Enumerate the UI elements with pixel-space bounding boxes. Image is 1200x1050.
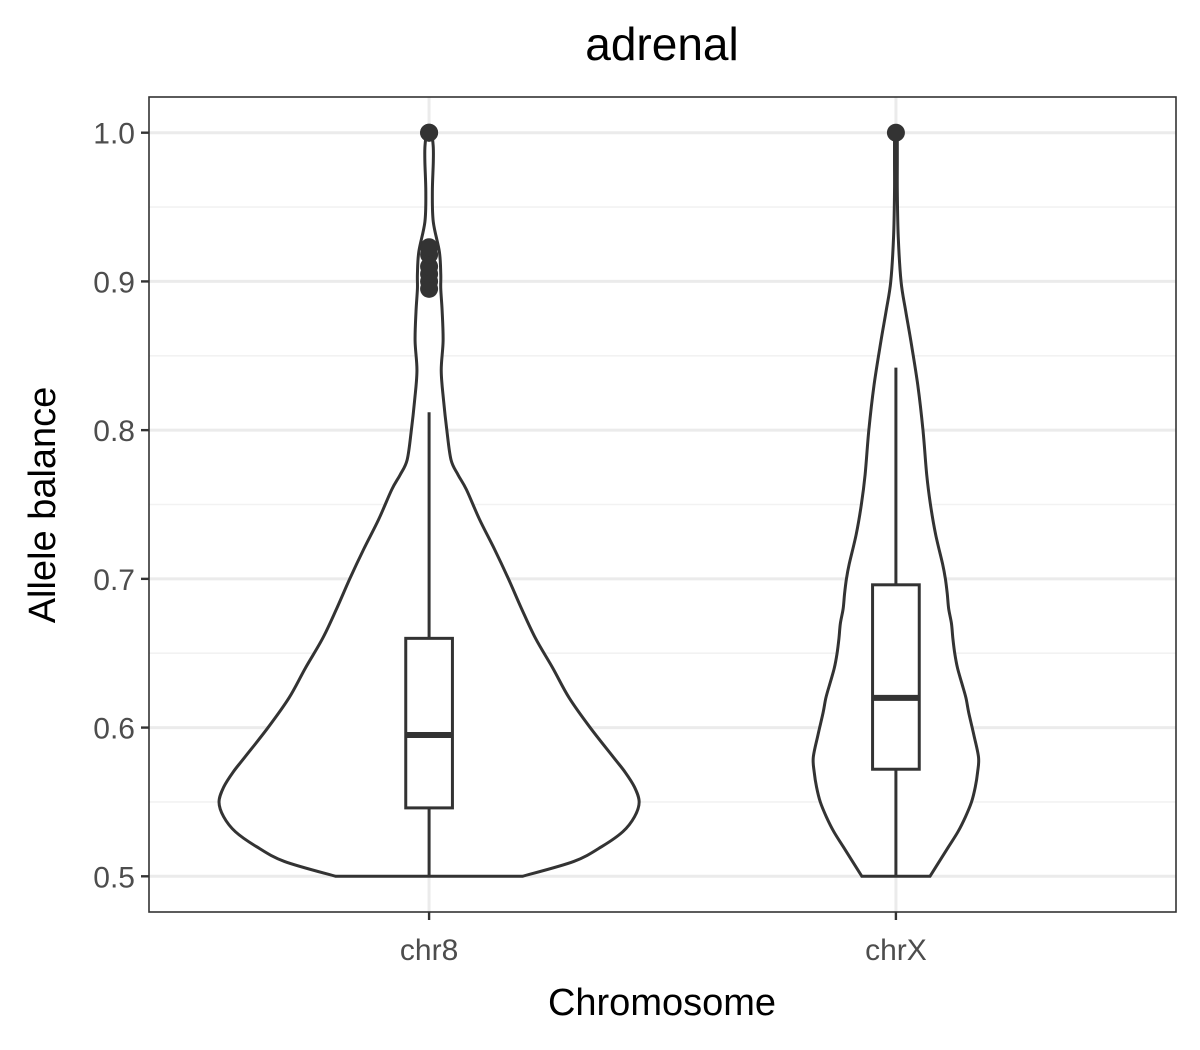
y-axis-title: Allele balance	[22, 387, 64, 624]
outlier-point	[420, 123, 439, 142]
y-tick-label: 1.0	[93, 118, 135, 151]
outlier-point	[886, 123, 905, 142]
y-tick-label: 0.9	[93, 266, 135, 299]
y-tick-label: 0.6	[93, 713, 135, 746]
plot-panel-border	[148, 96, 1177, 913]
outlier-points	[420, 123, 905, 298]
box-chrX	[871, 583, 921, 771]
x-axis: chr8 chrX	[400, 912, 927, 967]
y-tick-label: 0.7	[93, 564, 135, 597]
outlier-point	[420, 238, 439, 257]
x-tick-label: chrX	[865, 934, 927, 967]
x-tick-label: chr8	[400, 934, 458, 967]
boxplots	[404, 367, 921, 877]
y-tick-label: 0.8	[93, 415, 135, 448]
y-axis: 0.5 0.6 0.7 0.8 0.9 1.0	[93, 118, 149, 894]
y-tick-label: 0.5	[93, 861, 135, 894]
x-axis-title: Chromosome	[548, 982, 776, 1024]
box-chr8	[404, 636, 454, 810]
chart-title: adrenal	[585, 18, 738, 70]
